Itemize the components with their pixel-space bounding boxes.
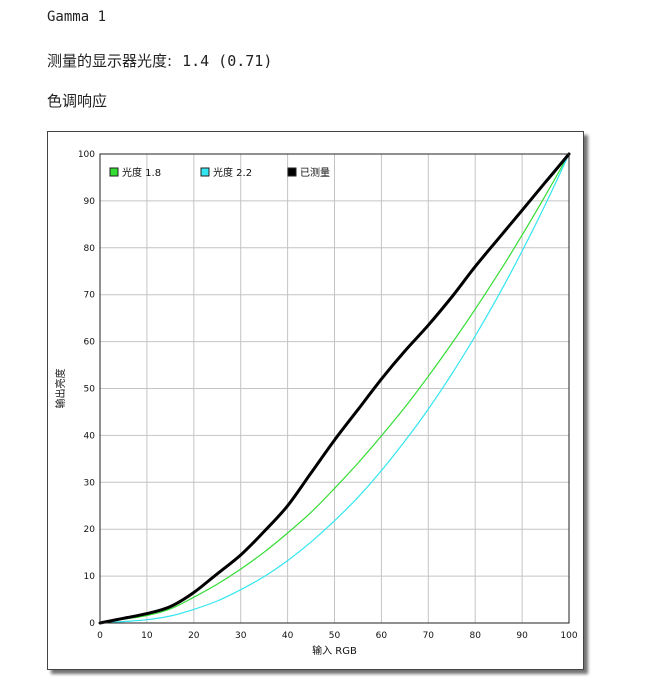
chart-svg: 0 10 20 30 40 50 60 70 80 90 100 0 10 20 30 40 50 60 70 80… (54, 150, 578, 657)
y-tick-label: 80 (84, 244, 96, 254)
y-tick-label: 70 (84, 291, 96, 301)
x-tick-label: 100 (560, 631, 577, 641)
grid-lines (100, 154, 569, 623)
x-tick-label: 0 (97, 631, 103, 641)
y-tick-labels: 0 10 20 30 40 50 60 70 80 90 100 (78, 150, 95, 629)
x-tick-label: 90 (516, 631, 528, 641)
x-tick-label: 20 (188, 631, 200, 641)
measured-gamma-line: 测量的显示器光度: 1.4 (0.71) (47, 50, 272, 71)
chart-legend: 光度 1.8 光度 2.2 已测量 (109, 166, 330, 179)
x-tick-label: 70 (423, 631, 435, 641)
legend-swatch (109, 167, 119, 177)
y-tick-label: 50 (84, 385, 96, 395)
x-tick-label: 50 (329, 631, 341, 641)
y-tick-label: 100 (78, 150, 95, 160)
legend-swatch (200, 167, 210, 177)
x-tick-label: 80 (469, 631, 481, 641)
plot-border (99, 153, 570, 624)
x-tick-label: 30 (235, 631, 247, 641)
page-title: Gamma 1 (47, 9, 107, 25)
series-gamma-2-2-line (99, 153, 570, 624)
series-lines (98, 152, 571, 625)
tone-response-chart: 0 10 20 30 40 50 60 70 80 90 100 0 10 20 30 40 50 60 70 80… (47, 131, 584, 670)
x-axis-label: 输入 RGB (312, 644, 357, 657)
series-gamma-1-8-line (99, 153, 570, 624)
x-tick-label: 10 (141, 631, 153, 641)
series-measured-line (98, 152, 571, 625)
y-tick-label: 10 (84, 572, 96, 582)
y-tick-label: 40 (84, 431, 96, 441)
y-tick-label: 0 (89, 619, 95, 629)
y-tick-label: 60 (84, 338, 96, 348)
section-title: 色调响应 (47, 92, 108, 110)
y-tick-label: 90 (84, 197, 96, 207)
legend-label: 光度 2.2 (213, 166, 252, 179)
x-tick-labels: 0 10 20 30 40 50 60 70 80 90 100 (97, 631, 578, 641)
measured-gamma-label: 测量的显示器光度: (47, 52, 173, 70)
measured-gamma-value: 1.4 (0.71) (182, 52, 273, 70)
y-tick-label: 20 (84, 525, 96, 535)
legend-label: 光度 1.8 (122, 166, 161, 179)
legend-label: 已测量 (300, 166, 330, 179)
x-tick-label: 40 (282, 631, 294, 641)
y-tick-label: 30 (84, 478, 96, 488)
legend-swatch (287, 167, 297, 177)
x-tick-label: 60 (376, 631, 388, 641)
y-axis-label: 输出亮度 (54, 369, 67, 409)
